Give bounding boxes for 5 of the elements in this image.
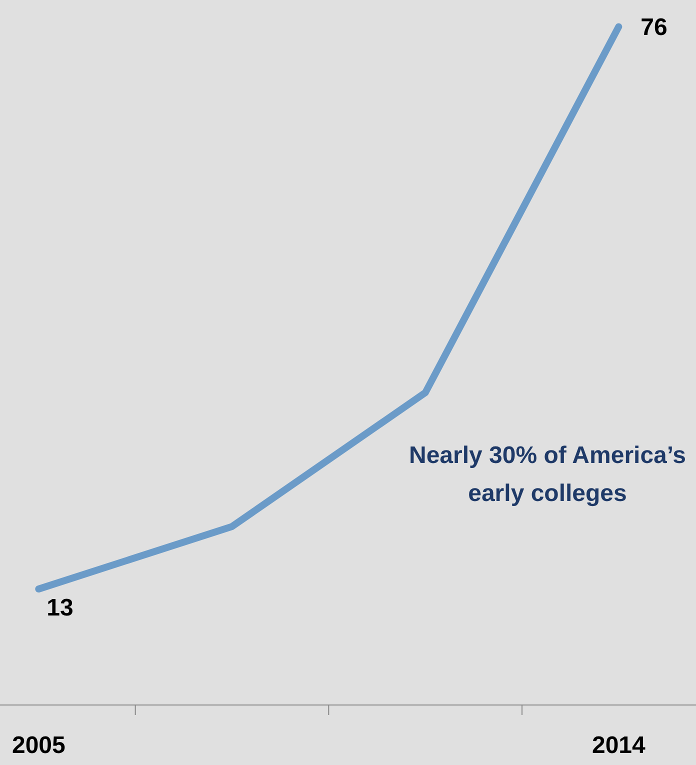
data-label: 13: [46, 594, 74, 622]
annotation: Nearly 30% of America’s early colleges: [408, 441, 688, 509]
x-tick-label: 2014: [592, 732, 646, 759]
data-label: 76: [640, 14, 668, 42]
x-tick-label: 2005: [12, 732, 66, 759]
